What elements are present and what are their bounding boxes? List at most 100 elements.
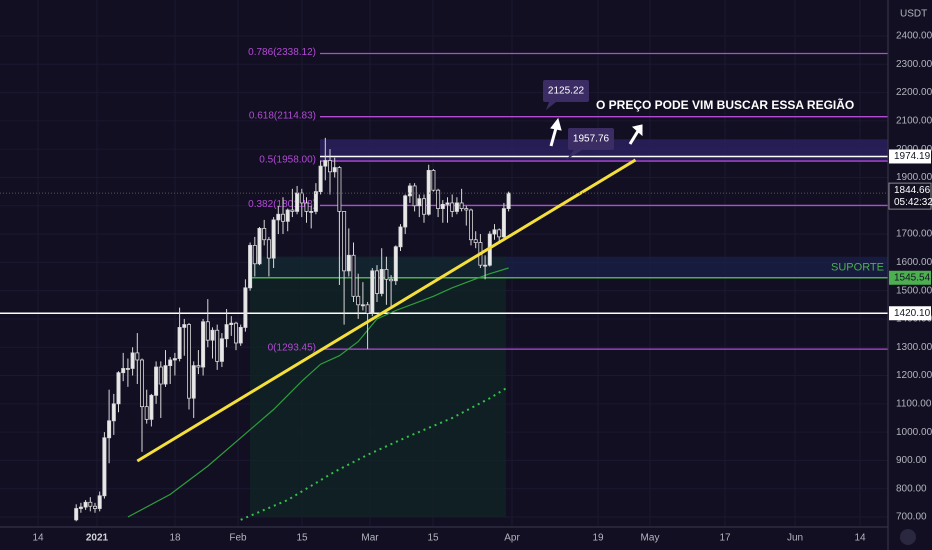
candle-body (421, 198, 426, 215)
candle-body (327, 160, 332, 173)
candle-body (88, 501, 93, 507)
candle-body (398, 226, 403, 248)
arrow-head (631, 124, 643, 137)
y-tick-label: 2400.00 (896, 31, 932, 42)
candle-body (121, 368, 126, 374)
candle-body (130, 352, 135, 369)
x-tick-label: 15 (296, 533, 308, 544)
y-tick-label: 1600.00 (896, 257, 932, 268)
price-tag (889, 149, 931, 164)
candle-body (445, 202, 450, 205)
candle-body (116, 372, 121, 405)
candle-body (295, 192, 300, 212)
price-tag-label: 1420.10 (894, 308, 931, 319)
candle-body (459, 202, 464, 209)
x-tick-label: 15 (427, 533, 439, 544)
fib-label: 0(1293.45) (268, 343, 316, 354)
candle-body (74, 508, 79, 521)
x-tick-label: Jun (787, 533, 803, 544)
candle-body (473, 239, 478, 243)
callout-box (543, 80, 589, 102)
candle-body (205, 321, 210, 341)
candle-body (144, 406, 149, 420)
arrow (549, 127, 558, 147)
candle-body (78, 506, 83, 509)
candle-body (191, 365, 196, 399)
candle-body (332, 167, 337, 173)
candle-body (149, 394, 154, 420)
candle-body (257, 227, 262, 265)
candle-body (384, 269, 389, 280)
candle-body (243, 287, 248, 328)
last-price-label: 1844.66 (894, 185, 931, 196)
y-tick-label: 800.00 (896, 483, 927, 494)
price-tag (889, 270, 931, 285)
candle-body (139, 359, 144, 408)
y-tick-label: 2100.00 (896, 116, 932, 127)
candle-body (238, 327, 243, 344)
plot: 0.786(2338.12) 0.618(2114.83) 0.5(1958.00)… (0, 0, 888, 527)
candle-body (346, 254, 351, 272)
candle-body (360, 304, 365, 307)
candle-body (97, 495, 102, 509)
candle-body (464, 208, 469, 211)
y-tick-label: 1700.00 (896, 229, 932, 240)
candle-body (431, 169, 436, 191)
candle-body (248, 244, 253, 289)
candle-body (492, 229, 497, 235)
x-tick-label: 18 (169, 533, 181, 544)
candle-body (280, 213, 285, 222)
y-tick-label: 1100.00 (896, 398, 932, 409)
candle-body (436, 189, 441, 209)
indicator-line (240, 385, 510, 521)
candle-body (158, 366, 163, 385)
fib-label: 0.786(2338.12) (248, 47, 316, 58)
candle-body (313, 191, 318, 212)
auto-scale-button[interactable] (900, 529, 916, 545)
candle-body (107, 420, 112, 439)
candle-body (266, 239, 271, 259)
candle-body (177, 327, 182, 359)
candle-body (483, 264, 488, 267)
x-tick-label: 17 (719, 533, 731, 544)
candle-body (393, 246, 398, 282)
candle-body (370, 270, 375, 314)
callout-tail (566, 150, 582, 160)
candle-body (506, 192, 511, 209)
candle-body (389, 278, 394, 282)
candle-body (271, 219, 276, 259)
candle-body (412, 185, 417, 207)
price-tag (889, 306, 931, 321)
candle-body (285, 209, 290, 222)
candle-body (83, 501, 88, 508)
candle-body (337, 167, 342, 212)
y-tick-label: 1500.00 (896, 285, 932, 296)
candle-body (168, 359, 173, 367)
candle-body (172, 358, 177, 361)
x-tick-label: 19 (592, 533, 604, 544)
candle-body (426, 169, 431, 215)
y-tick-label: 700.00 (896, 512, 927, 523)
annotation: O PREÇO PODE VIM BUSCAR ESSA REGIÃO (596, 97, 854, 112)
candle-body (163, 365, 168, 385)
callout-box (568, 128, 614, 150)
candle-body (154, 366, 159, 396)
y-tick-label: 1900.00 (896, 172, 932, 183)
fib-label: 0.5(1958.00) (259, 155, 316, 166)
candle-body (252, 244, 257, 265)
arrow-head (550, 117, 562, 131)
y-tick-label: 1000.00 (896, 427, 932, 438)
countdown: 05:42:32 (894, 197, 932, 208)
candle-body (233, 322, 238, 344)
arrows (549, 117, 643, 147)
candle-body (450, 202, 455, 212)
candle-body (342, 211, 347, 272)
indicator-line (127, 267, 509, 518)
candle-body (196, 365, 201, 368)
candle-body (135, 352, 140, 361)
y-tick-label: 1300.00 (896, 342, 932, 353)
level-name: SUPORTE (831, 262, 884, 274)
candle-body (374, 270, 379, 294)
candle-body (299, 192, 304, 204)
